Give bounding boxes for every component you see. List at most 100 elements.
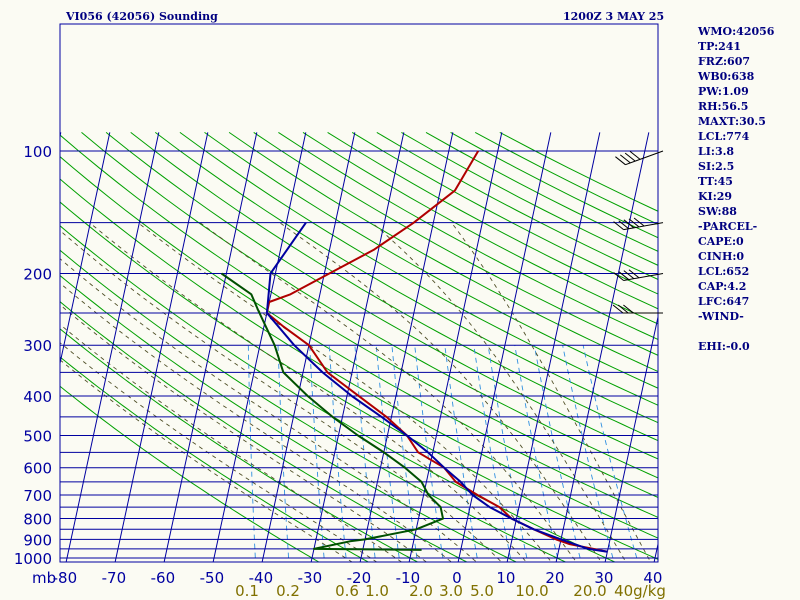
pressure-tick-label: 700 — [23, 487, 52, 505]
moist-adiabat-line — [60, 258, 478, 562]
wind-barb-feather — [623, 270, 635, 280]
isotherm-line — [60, 132, 111, 366]
index-item: WB0:638 — [698, 70, 755, 83]
isotherm-line — [555, 132, 650, 562]
moist-adiabat-line — [371, 222, 627, 562]
index-item: PW:1.09 — [698, 85, 749, 98]
mixing-ratio-line — [444, 345, 479, 562]
pressure-tick-label: 100 — [23, 143, 52, 161]
mixing-ratio-label: 10.0 — [515, 582, 548, 600]
mixing-ratio-line — [514, 345, 559, 562]
index-item: CAP:4.2 — [698, 280, 747, 293]
mixing-ratio-label: 5.0 — [470, 582, 494, 600]
pressure-tick-label: 400 — [23, 388, 52, 406]
isotherm-line — [604, 314, 658, 562]
index-item: LCL:774 — [698, 130, 750, 143]
mixing-ratio-label: 0.6 — [335, 582, 359, 600]
moist-adiabat-line — [60, 282, 453, 562]
isotherm-line — [310, 132, 405, 562]
temperature-tick-label: -10 — [396, 569, 421, 587]
temperature-tick-label: 10 — [496, 569, 515, 587]
isotherm-line — [408, 132, 503, 562]
wind-barb-feather — [613, 221, 624, 231]
temperature-tick-label: -80 — [53, 569, 78, 587]
mixing-ratio-label: 1.0 — [365, 582, 389, 600]
mixing-ratio-line — [487, 345, 529, 562]
plot-area — [0, 131, 658, 566]
index-item — [698, 324, 774, 339]
station-title: VI056 (42056) Sounding — [66, 10, 218, 23]
pressure-tick-label: 800 — [23, 511, 52, 529]
index-item: WMO:42056 — [698, 25, 775, 38]
wind-barb-feather — [624, 152, 636, 162]
isotherm-line — [0, 132, 12, 566]
temperature-tick-label: -60 — [151, 569, 176, 587]
wind-barb-feather — [618, 271, 630, 280]
dry-adiabat-line — [60, 134, 658, 498]
wind-barb-staff — [623, 222, 664, 231]
index-item: LCL:652 — [698, 265, 750, 278]
index-item: -WIND- — [698, 310, 744, 323]
wind-barb-feather — [619, 154, 631, 164]
index-item: LFC:647 — [698, 295, 750, 308]
wind-barb — [615, 150, 664, 166]
dry-adiabat-line — [81, 132, 658, 479]
temperature-tick-label: -50 — [200, 569, 225, 587]
index-item: TT:45 — [698, 175, 733, 188]
pressure-tick-label: 300 — [23, 337, 52, 355]
temperature-tick-label: -20 — [347, 569, 372, 587]
mixing-ratio-line — [473, 345, 512, 562]
isotherm-line — [359, 132, 454, 562]
wind-barb-feather — [628, 218, 640, 228]
dry-adiabat-line — [60, 156, 658, 518]
isotherm-line — [261, 132, 356, 562]
index-item: LI:3.8 — [698, 145, 735, 158]
wind-barb-feather — [623, 219, 635, 229]
isotherm-line — [212, 132, 307, 562]
temperature-tick-label: 20 — [545, 569, 564, 587]
isotherm-line — [65, 132, 160, 562]
index-item: MAXT:30.5 — [698, 115, 766, 128]
pressure-tick-label: 500 — [23, 427, 52, 445]
dry-adiabat-line — [60, 356, 370, 562]
index-item: RH:56.5 — [698, 100, 749, 113]
wind-barb — [612, 304, 663, 314]
temperature-tick-label: -30 — [298, 569, 323, 587]
index-item: CINH:0 — [698, 250, 745, 263]
moist-adiabat-line — [60, 229, 503, 562]
index-item: CAPE:0 — [698, 235, 744, 248]
mixing-ratio-label: 3.0 — [439, 582, 463, 600]
wind-barb — [613, 269, 664, 281]
wind-barb-feather — [613, 272, 624, 281]
temperature-tick-label: 0 — [452, 569, 462, 587]
index-item: FRZ:607 — [698, 55, 751, 68]
temperature-tick-label: -40 — [249, 569, 274, 587]
pressure-tick-label: 600 — [23, 460, 52, 478]
wind-barb-feather — [615, 156, 626, 166]
mixing-ratio-line — [375, 345, 401, 562]
moist-adiabat-line — [89, 222, 528, 562]
index-item: -PARCEL- — [698, 220, 758, 233]
temperature-tick-label: 30 — [594, 569, 613, 587]
index-item: KI:29 — [698, 190, 733, 203]
index-item: EHI:-0.0 — [698, 340, 750, 353]
wind-barb-feather — [623, 304, 634, 314]
wind-barb-staff — [623, 273, 664, 281]
mixing-ratio-line — [582, 345, 639, 562]
pressure-tick-label: 1000 — [14, 550, 52, 568]
wind-barb-staff — [625, 150, 664, 166]
pressure-tick-label: 200 — [23, 266, 52, 284]
index-item: SI:2.5 — [698, 160, 735, 173]
isotherm-line — [163, 132, 258, 562]
wind-barb-feather — [629, 150, 641, 160]
mixing-ratio-label: 40g/kg — [614, 582, 666, 600]
temperature-tick-label: -70 — [102, 569, 127, 587]
wind-barb-feather — [612, 304, 624, 314]
wind-barb-feather — [618, 220, 630, 230]
mixing-ratio-line — [354, 345, 377, 562]
isotherm-line — [114, 132, 209, 562]
mixing-ratio-label: 0.2 — [276, 582, 300, 600]
wind-barb-feather — [628, 269, 640, 279]
mixing-ratio-line — [247, 345, 256, 562]
isotherm-line — [506, 132, 601, 562]
